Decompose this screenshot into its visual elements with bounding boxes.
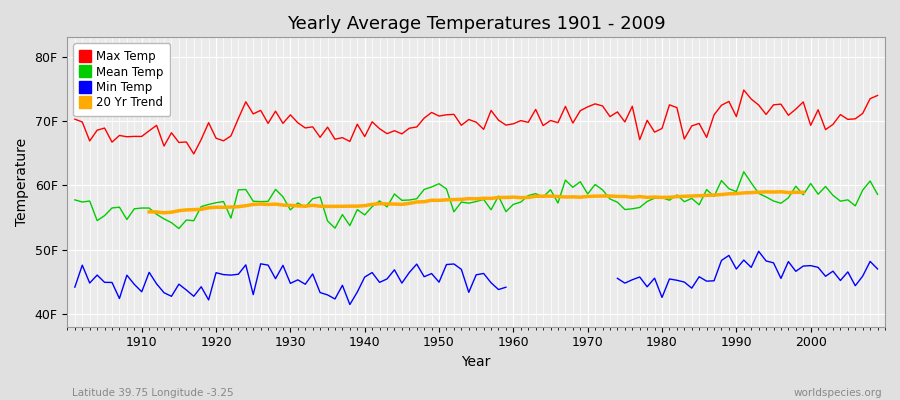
Mean Temp — [508, 202, 518, 207]
Mean Temp — [738, 169, 749, 174]
Min Temp — [337, 283, 347, 288]
Line: Max Temp: Max Temp — [75, 90, 878, 154]
Min Temp — [872, 266, 883, 271]
20 Yr Trend — [508, 195, 518, 200]
Max Temp — [516, 118, 526, 123]
20 Yr Trend — [598, 194, 608, 198]
20 Yr Trend — [337, 204, 347, 209]
Legend: Max Temp, Mean Temp, Min Temp, 20 Yr Trend: Max Temp, Mean Temp, Min Temp, 20 Yr Tre… — [73, 43, 170, 116]
Min Temp — [500, 285, 511, 290]
Text: Latitude 39.75 Longitude -3.25: Latitude 39.75 Longitude -3.25 — [72, 388, 234, 398]
Max Temp — [300, 126, 310, 130]
Max Temp — [508, 122, 518, 126]
Mean Temp — [345, 223, 356, 228]
Line: 20 Yr Trend: 20 Yr Trend — [149, 192, 803, 213]
Mean Temp — [605, 196, 616, 201]
Title: Yearly Average Temperatures 1901 - 2009: Yearly Average Temperatures 1901 - 2009 — [287, 15, 665, 33]
Max Temp — [69, 117, 80, 122]
Max Temp — [738, 88, 749, 92]
Mean Temp — [129, 206, 140, 211]
Min Temp — [292, 278, 303, 282]
Mean Temp — [69, 198, 80, 202]
Max Temp — [129, 134, 140, 139]
Text: worldspecies.org: worldspecies.org — [794, 388, 882, 398]
Y-axis label: Temperature: Temperature — [15, 138, 29, 226]
20 Yr Trend — [292, 204, 303, 208]
Line: Mean Temp: Mean Temp — [75, 172, 878, 228]
Min Temp — [129, 282, 140, 287]
X-axis label: Year: Year — [462, 355, 490, 369]
Max Temp — [345, 139, 356, 144]
Mean Temp — [174, 226, 184, 231]
20 Yr Trend — [500, 195, 511, 200]
Max Temp — [605, 114, 616, 119]
Min Temp — [69, 285, 80, 290]
Mean Temp — [872, 192, 883, 197]
Line: Min Temp: Min Temp — [75, 251, 878, 304]
Max Temp — [872, 93, 883, 98]
Mean Temp — [516, 200, 526, 204]
Mean Temp — [300, 205, 310, 210]
Max Temp — [188, 152, 199, 156]
